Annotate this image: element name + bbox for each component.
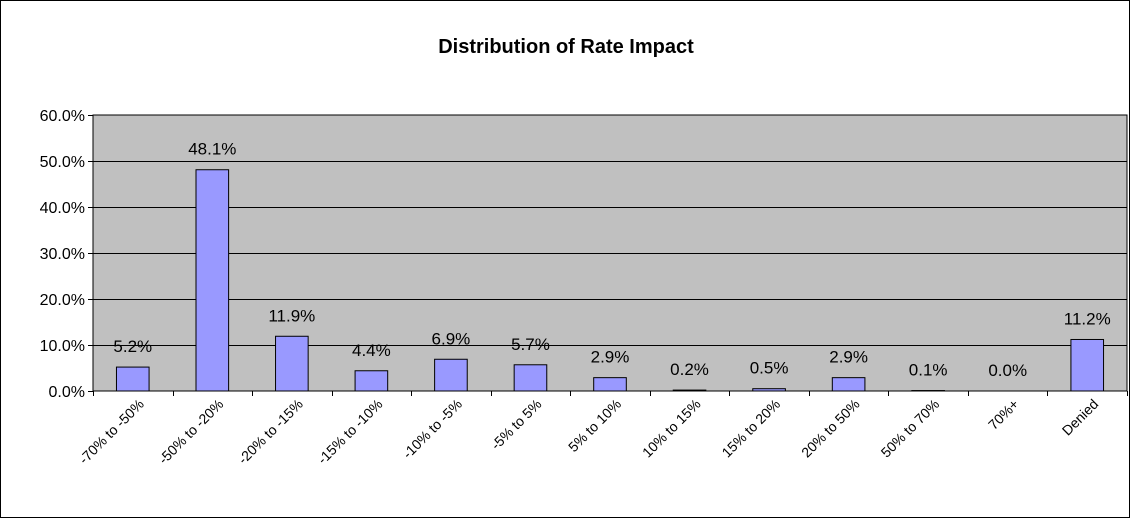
bar bbox=[434, 358, 468, 392]
data-label: 0.0% bbox=[988, 361, 1027, 380]
chart-title: Distribution of Rate Impact bbox=[438, 36, 694, 58]
data-label: 4.4% bbox=[352, 341, 391, 360]
data-label: 11.2% bbox=[1064, 309, 1111, 328]
y-tick-label: 50.0% bbox=[40, 154, 85, 171]
data-label: 6.9% bbox=[432, 329, 471, 348]
data-label: 5.2% bbox=[113, 337, 152, 356]
data-label: 0.5% bbox=[750, 359, 789, 378]
bar bbox=[672, 389, 707, 392]
bars bbox=[115, 169, 1105, 392]
y-tick-label: 30.0% bbox=[40, 246, 85, 263]
y-axis: 0.0% 10.0% 20.0% 30.0% 40.0% 50.0% 60.0% bbox=[40, 108, 93, 401]
bar bbox=[593, 377, 627, 392]
bar bbox=[115, 366, 150, 392]
bar bbox=[831, 377, 866, 392]
data-label: 0.1% bbox=[909, 361, 948, 380]
data-label: 48.1% bbox=[188, 140, 236, 159]
data-label: 2.9% bbox=[591, 348, 630, 367]
data-label: 5.7% bbox=[511, 335, 550, 354]
gridlines bbox=[93, 161, 1127, 346]
data-label: 11.9% bbox=[268, 306, 315, 325]
bar bbox=[513, 364, 548, 392]
y-tick-label: 20.0% bbox=[40, 292, 85, 309]
data-label: 2.9% bbox=[829, 348, 868, 367]
y-tick-label: 0.0% bbox=[49, 384, 85, 401]
bar bbox=[195, 169, 230, 392]
y-tick-label: 40.0% bbox=[40, 200, 85, 217]
bar bbox=[275, 335, 309, 392]
bar bbox=[354, 370, 389, 392]
y-tick-label: 60.0% bbox=[40, 108, 85, 125]
data-label: 0.2% bbox=[670, 360, 709, 379]
bar bbox=[752, 388, 786, 392]
bar bbox=[1070, 338, 1105, 392]
data-labels: 5.2% 48.1% 11.9% 4.4% 6.9% 5.7% 2.9% 0.2% 0.5% 2.… bbox=[113, 140, 1110, 380]
y-tick-label: 10.0% bbox=[40, 338, 85, 355]
